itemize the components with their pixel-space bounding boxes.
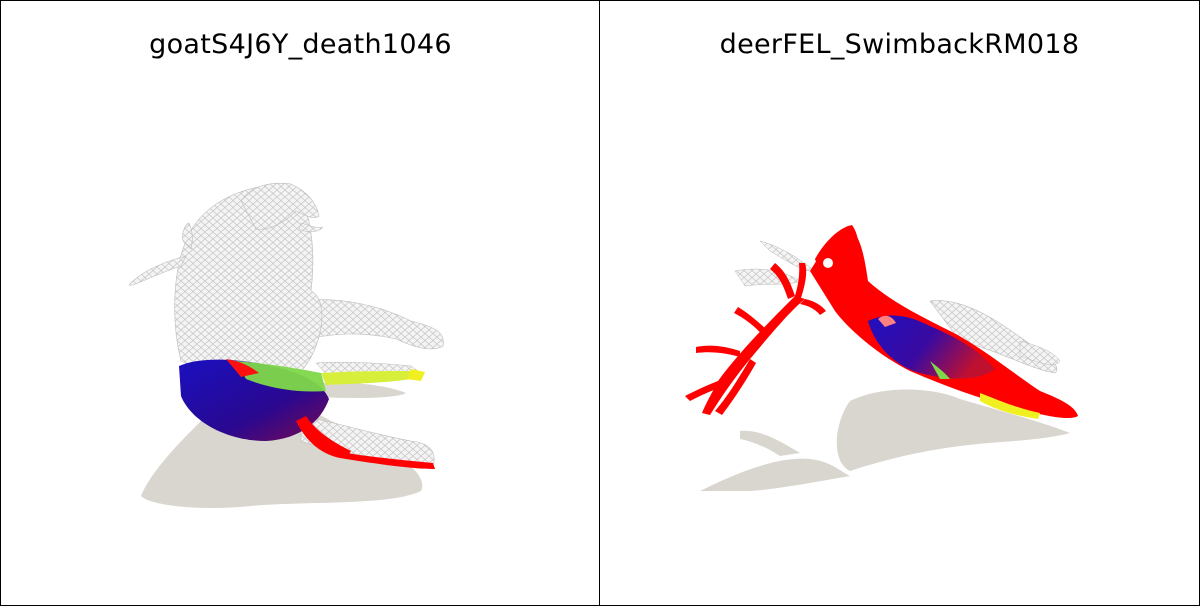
deer-body xyxy=(810,229,1078,419)
left-panel-title: goatS4J6Y_death1046 xyxy=(149,29,452,60)
deer-3d-render xyxy=(685,225,1078,491)
goat-head xyxy=(240,182,320,230)
deer-shadow xyxy=(836,389,1070,471)
goat-3d-render xyxy=(128,182,444,508)
goat-horn-right xyxy=(182,222,193,250)
left-view-panel: goatS4J6Y_death1046 xyxy=(0,0,601,606)
goat-upper-leg xyxy=(300,299,444,350)
goat-horn-left xyxy=(128,255,187,286)
deer-belly xyxy=(868,315,995,379)
right-view-panel: deerFEL_SwimbackRM018 xyxy=(599,0,1200,606)
right-panel-title: deerFEL_SwimbackRM018 xyxy=(719,29,1080,60)
deer-antlers xyxy=(685,263,826,415)
